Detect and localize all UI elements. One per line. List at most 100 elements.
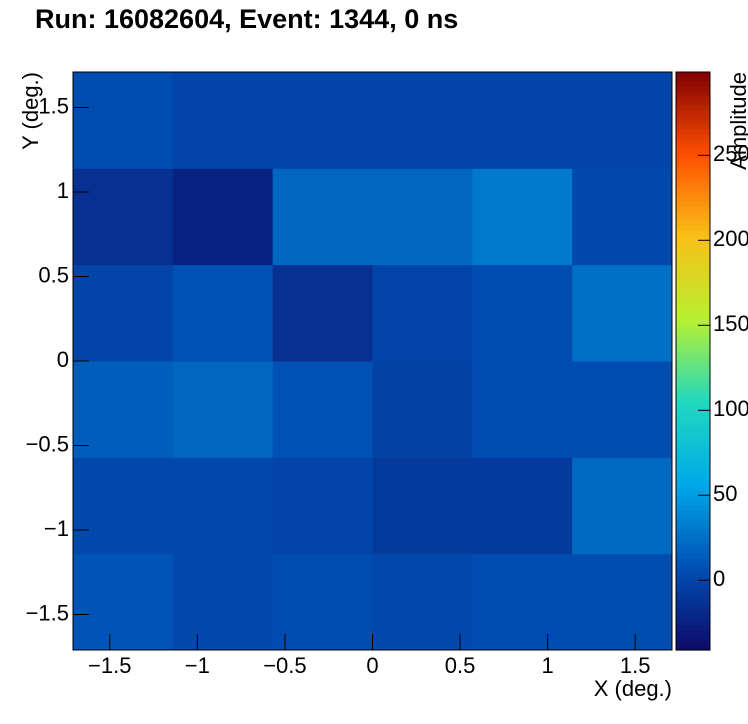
color-bar-segment xyxy=(676,173,710,179)
z-axis-title: Amplitude xyxy=(726,72,748,170)
heatmap-cell xyxy=(272,361,373,458)
color-bar-segment xyxy=(676,259,710,266)
color-bar-segment xyxy=(676,139,710,145)
x-tick-label: −0.5 xyxy=(263,653,306,678)
color-bar-segment xyxy=(676,519,710,526)
heatmap-cell xyxy=(172,361,274,458)
color-bar-segment xyxy=(676,592,710,598)
x-tick-label: 1 xyxy=(542,653,554,678)
color-bar-segment xyxy=(676,100,710,107)
color-bar-segment xyxy=(676,197,710,203)
color-bar-frame xyxy=(675,71,711,651)
color-bar-segment xyxy=(676,539,710,545)
color-bar-segment xyxy=(676,524,710,531)
color-bar-segment xyxy=(676,447,710,454)
color-bar-segment xyxy=(676,529,710,535)
color-bar-segment xyxy=(676,404,710,410)
heatmap-cell xyxy=(272,457,373,555)
color-bar-segment xyxy=(676,491,710,497)
color-bar-segment xyxy=(676,394,710,401)
color-bar-segment xyxy=(676,457,710,463)
color-bar-segment xyxy=(676,76,710,83)
heatmap-cell xyxy=(472,553,573,651)
x-tick-label: −1 xyxy=(185,653,210,678)
color-bar-segment xyxy=(676,202,710,208)
color-bar-segment xyxy=(676,312,710,319)
heatmap-cell xyxy=(472,264,573,362)
y-tick-label: 0 xyxy=(57,347,69,372)
color-bar-segment xyxy=(676,96,710,102)
heatmap-cell xyxy=(572,553,673,651)
color-bar-segment xyxy=(676,385,710,391)
heatmap-cell xyxy=(572,264,673,362)
color-bar-segment xyxy=(676,486,710,492)
color-bar-segment xyxy=(676,120,710,126)
heatmap-cell xyxy=(272,72,373,169)
color-bar-segment xyxy=(676,630,710,637)
color-bar-segment xyxy=(676,548,710,555)
color-bar-segment xyxy=(676,91,710,97)
z-tick-label: 150 xyxy=(713,311,748,336)
heatmap-cell xyxy=(172,264,274,362)
color-bar-segment xyxy=(676,226,710,232)
color-bar-segment xyxy=(676,428,710,434)
color-bar-segment xyxy=(676,462,710,468)
color-bar-segment xyxy=(676,466,710,473)
color-bar-segment xyxy=(676,534,710,540)
color-bar-segment xyxy=(676,361,710,367)
color-bar-segment xyxy=(676,192,710,198)
color-bar-segment xyxy=(676,418,710,425)
heatmap-cell xyxy=(372,361,473,458)
color-bar-segment xyxy=(676,288,710,295)
z-tick-label: 50 xyxy=(713,481,737,506)
color-bar-segment xyxy=(676,168,710,174)
color-bar-segment xyxy=(676,510,710,516)
heatmap-cell xyxy=(372,72,473,169)
color-bar-segment xyxy=(676,438,710,444)
color-bar-segment xyxy=(676,124,710,131)
color-bar-segment xyxy=(676,505,710,511)
color-bar-segment xyxy=(676,182,710,189)
color-bar-segment xyxy=(676,245,710,251)
color-bar-segment xyxy=(676,375,710,381)
color-bar-segment xyxy=(676,572,710,579)
z-tick-label: 100 xyxy=(713,396,748,421)
color-bar-segment xyxy=(676,81,710,88)
heatmap-cell xyxy=(172,457,274,555)
color-bar-segment xyxy=(676,298,710,304)
heatmap-cell xyxy=(73,72,174,169)
color-bar-segment xyxy=(676,129,710,136)
color-bar-segment xyxy=(676,283,710,290)
color-bar-segment xyxy=(676,279,710,285)
color-bar-segment xyxy=(676,86,710,92)
color-bar-segment xyxy=(676,158,710,165)
color-bar-segment xyxy=(676,635,710,641)
color-bar-segment xyxy=(676,645,710,651)
color-bar-segment xyxy=(676,240,710,246)
color-bar-segment xyxy=(676,423,710,430)
heatmap-cell xyxy=(472,168,573,266)
color-bar-segment xyxy=(676,149,710,155)
color-bar-segment xyxy=(676,601,710,608)
color-bar-segment xyxy=(676,105,710,112)
color-bar-segment xyxy=(676,134,710,141)
color-bar-segment xyxy=(676,341,710,348)
color-bar-segment xyxy=(676,500,710,507)
color-bar-segment xyxy=(676,606,710,613)
heatmap-cell xyxy=(73,457,174,555)
color-bar-segment xyxy=(676,332,710,338)
heatmap-cell xyxy=(172,553,274,651)
color-bar-segment xyxy=(676,577,710,584)
color-bar-segment xyxy=(676,322,710,328)
color-bar-segment xyxy=(676,616,710,622)
color-bar-segment xyxy=(676,235,710,242)
y-tick-label: −0.5 xyxy=(26,431,69,456)
y-tick-label: 1 xyxy=(57,178,69,203)
color-bar-segment xyxy=(676,563,710,569)
heatmap-cell xyxy=(272,553,373,651)
heatmap-cell xyxy=(73,264,174,362)
color-bar-segment xyxy=(676,255,710,261)
heatmap-cell xyxy=(73,361,174,458)
